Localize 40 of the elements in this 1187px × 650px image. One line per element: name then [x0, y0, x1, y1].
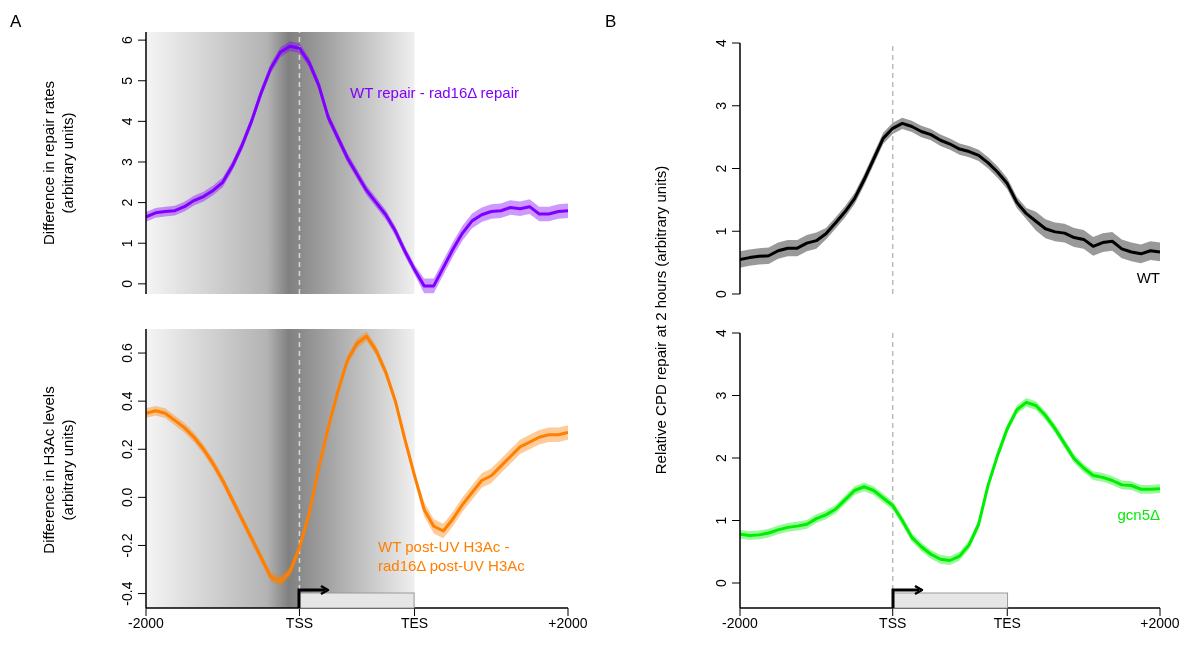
- y-tick-label: 4: [119, 117, 135, 126]
- x-tick-label: +2000: [548, 614, 588, 631]
- x-tick-label: TES: [993, 614, 1021, 631]
- text: A: [10, 12, 22, 32]
- series-label: WT: [1135, 268, 1160, 287]
- y-tick-label: 1: [713, 227, 729, 236]
- y-axis-title: Difference in repair rates (arbitrary units): [39, 80, 77, 247]
- y-tick-label: 0.6: [119, 343, 135, 363]
- series-label: gcn5Δ: [1116, 505, 1160, 524]
- y-tick-label: -0.2: [119, 533, 135, 558]
- y-tick-label: 0: [713, 578, 729, 587]
- x-tick-label: TES: [400, 614, 429, 631]
- y-axis-title: Relative CPD repair at 2 hours (arbitrary units): [650, 164, 670, 477]
- x-tick-label: -2000: [722, 614, 759, 631]
- series-label: WT repair - rad16Δ repair: [350, 83, 520, 102]
- y-tick-label: 2: [713, 453, 729, 462]
- y-tick-label: 4: [713, 38, 729, 47]
- y-tick-label: 0.2: [119, 439, 135, 459]
- y-tick-label: 1: [119, 239, 135, 248]
- y-tick-label: 0.0: [119, 487, 135, 508]
- y-axis-title: Difference in H3Ac levels (arbitrary units): [39, 385, 77, 556]
- x-tick-label: +2000: [1140, 614, 1180, 631]
- y-tick-label: 3: [713, 101, 729, 110]
- y-tick-label: 0: [713, 289, 729, 298]
- y-tick-label: 1: [713, 516, 729, 525]
- y-tick-label: 2: [713, 164, 729, 173]
- y-tick-label: 6: [119, 36, 135, 45]
- y-tick-label: 2: [119, 198, 135, 207]
- y-tick-label: 0.4: [119, 391, 135, 411]
- y-tick-label: 3: [119, 157, 135, 166]
- x-tick-label: TSS: [285, 614, 314, 631]
- text: B: [605, 12, 617, 32]
- y-tick-label: 3: [713, 391, 729, 400]
- x-tick-label: -2000: [128, 614, 165, 631]
- x-tick-label: TSS: [879, 614, 907, 631]
- y-tick-label: 4: [713, 328, 729, 337]
- y-tick-label: 5: [119, 76, 135, 85]
- y-tick-label: 0: [119, 279, 135, 288]
- series-label: WT post-UV H3Ac - rad16Δ post-UV H3Ac: [378, 537, 526, 575]
- y-tick-label: -0.4: [119, 581, 135, 606]
